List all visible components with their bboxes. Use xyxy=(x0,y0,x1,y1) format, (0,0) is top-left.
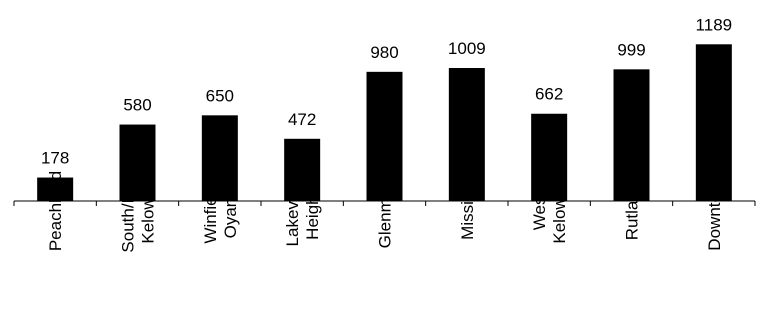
category-label-line: Glenmore xyxy=(376,174,395,249)
category-label: WestKelowna xyxy=(530,178,569,244)
bar xyxy=(201,115,238,201)
category-label-line: Winfield/ xyxy=(201,178,220,243)
value-labels-group: 178 580 650 472 980 1009 662 999 1189 xyxy=(41,15,732,167)
data-label: 980 xyxy=(370,43,398,62)
category-label-line: South/East xyxy=(119,169,138,252)
data-label: 1189 xyxy=(696,15,733,34)
category-label: LakeviewHeights xyxy=(283,175,322,247)
category-labels-group: Peachland South/EastKelowna Winfield/Oyama… xyxy=(46,169,724,252)
data-label: 650 xyxy=(206,86,234,105)
bars-group xyxy=(37,44,732,202)
x-axis-ticks-group xyxy=(13,201,756,206)
category-label: Mission xyxy=(458,182,477,240)
bar xyxy=(37,177,74,201)
category-label-line: Lakeview xyxy=(283,175,302,247)
category-label: Downtown xyxy=(705,171,724,250)
category-label-line: Kelowna xyxy=(550,178,569,244)
category-label: Peachland xyxy=(46,171,65,251)
data-label: 580 xyxy=(123,96,151,115)
data-label: 472 xyxy=(288,110,316,129)
category-label-line: Heights xyxy=(303,182,322,240)
data-label: 178 xyxy=(41,149,69,168)
bar xyxy=(119,124,156,201)
bar xyxy=(448,68,485,202)
data-label: 1009 xyxy=(448,39,486,58)
bar xyxy=(366,71,403,201)
bar xyxy=(613,69,650,201)
category-label: Rutland xyxy=(623,182,642,241)
bar xyxy=(284,138,321,201)
category-label-line: West xyxy=(530,192,549,231)
category-label-line: Downtown xyxy=(705,171,724,250)
category-label-line: Kelowna xyxy=(139,178,158,244)
data-label: 999 xyxy=(617,40,645,59)
category-label: Winfield/Oyama xyxy=(201,178,240,243)
category-label: Glenmore xyxy=(376,174,395,249)
category-label-line: Rutland xyxy=(623,182,642,241)
category-label-line: Peachland xyxy=(46,171,65,251)
bar xyxy=(531,113,568,201)
category-label: South/EastKelowna xyxy=(119,169,158,252)
bar xyxy=(695,44,732,202)
data-label: 662 xyxy=(535,85,563,104)
category-label-line: Mission xyxy=(458,182,477,240)
category-label-line: Oyama xyxy=(221,183,240,238)
